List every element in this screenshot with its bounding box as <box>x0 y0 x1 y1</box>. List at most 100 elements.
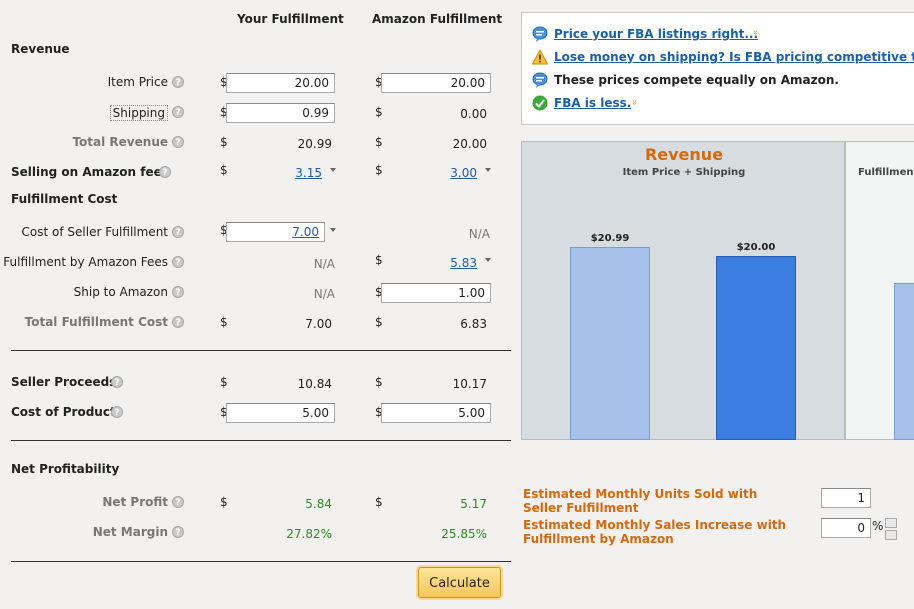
currency-symbol: $ <box>220 375 228 389</box>
chart-subtitle: Item Price + Shipping <box>622 167 746 178</box>
speech-bubble-icon <box>532 26 548 42</box>
currency-symbol: $ <box>375 135 383 149</box>
help-icon[interactable]: ? <box>111 376 123 388</box>
label-total-fulfillment-cost: Total Fulfillment Cost <box>24 315 168 329</box>
help-icon[interactable]: ? <box>172 256 184 268</box>
label-item-price: Item Price <box>107 75 168 89</box>
currency-symbol: $ <box>375 405 383 419</box>
checkmark-icon <box>532 95 548 111</box>
net-margin-your-value: 27.82% <box>286 527 332 541</box>
ship-to-amazon-input[interactable]: 1.00 <box>381 283 491 303</box>
warning-icon <box>532 49 548 65</box>
chart-bar <box>894 283 914 440</box>
help-icon[interactable]: ? <box>172 226 184 238</box>
divider <box>11 440 511 441</box>
header-amazon-fulfillment: Amazon Fulfillment <box>372 12 503 26</box>
info-panel: Price your FBA listings right... Lose mo… <box>521 12 914 125</box>
info-link-shipping[interactable]: Lose money on shipping? Is FBA pricing c… <box>554 50 914 64</box>
help-icon[interactable]: ? <box>172 496 184 508</box>
label-net-profit: Net Profit <box>102 495 168 509</box>
currency-symbol: $ <box>375 253 383 267</box>
chart-value-label: $20.99 <box>590 233 630 244</box>
currency-symbol: $ <box>220 495 228 509</box>
chevron-down-icon[interactable] <box>330 168 336 172</box>
est-increase-input[interactable]: 0 <box>821 518 871 538</box>
currency-symbol: $ <box>375 285 383 299</box>
net-margin-amazon-value: 25.85% <box>441 527 487 541</box>
seller-proceeds-amazon-value: 10.17 <box>452 377 487 391</box>
fba-fees-amazon-link[interactable]: 5.83 <box>450 256 477 270</box>
label-est-units: Estimated Monthly Units Sold with Seller… <box>523 487 758 515</box>
selling-fees-your-link[interactable]: 3.15 <box>295 166 322 180</box>
fulfillment-chart: Fulfillment <box>845 141 914 440</box>
chevron-down-icon[interactable] <box>330 228 336 232</box>
calculate-button[interactable]: Calculate <box>418 567 501 598</box>
currency-symbol: $ <box>375 163 383 177</box>
currency-symbol: $ <box>220 163 228 177</box>
net-profit-amazon-value: 5.17 <box>460 497 487 511</box>
cost-of-product-amazon-input[interactable]: 5.00 <box>381 403 491 423</box>
chevron-double-down-icon[interactable]: » <box>628 99 640 106</box>
label-ship-to-amazon: Ship to Amazon <box>73 285 168 299</box>
shipping-amazon-value: 0.00 <box>460 107 487 121</box>
label-selling-fees: Selling on Amazon fees <box>11 165 169 179</box>
fba-fees-your-value: N/A <box>313 257 335 271</box>
label-seller-proceeds: Seller Proceeds <box>11 375 117 389</box>
cost-of-product-your-input[interactable]: 5.00 <box>226 403 335 423</box>
currency-symbol: $ <box>220 75 228 89</box>
currency-symbol: $ <box>220 105 228 119</box>
currency-symbol: $ <box>220 405 228 419</box>
chart-bar <box>716 256 796 440</box>
section-net-profitability: Net Profitability <box>11 462 120 476</box>
chart-bar <box>570 247 650 440</box>
chart-title: Revenue <box>644 145 724 164</box>
label-cost-seller-fulfillment: Cost of Seller Fulfillment <box>21 225 168 239</box>
label-total-revenue: Total Revenue <box>72 135 168 149</box>
spinner-down-button[interactable] <box>885 530 897 540</box>
section-revenue: Revenue <box>11 42 70 56</box>
seller-proceeds-your-value: 10.84 <box>297 377 332 391</box>
currency-symbol: $ <box>375 105 383 119</box>
shipping-your-input[interactable]: 0.99 <box>226 103 335 123</box>
info-link-fba-less[interactable]: FBA is less. <box>554 96 632 110</box>
total-fulfillment-amazon-value: 6.83 <box>460 317 487 331</box>
item-price-amazon-input[interactable]: 20.00 <box>381 73 491 93</box>
cost-seller-fulfillment-amazon-value: N/A <box>468 227 490 241</box>
help-icon[interactable]: ? <box>172 136 184 148</box>
info-text-compete: These prices compete equally on Amazon. <box>554 73 839 87</box>
chevron-down-icon[interactable] <box>485 168 491 172</box>
label-est-increase: Estimated Monthly Sales Increase with Fu… <box>523 518 787 546</box>
speech-bubble-icon <box>532 72 548 88</box>
help-icon[interactable]: ? <box>172 106 184 118</box>
spinner-up-button[interactable] <box>885 518 897 528</box>
section-fulfillment-cost: Fulfillment Cost <box>11 192 118 206</box>
header-your-fulfillment: Your Fulfillment <box>237 12 344 26</box>
label-fba-fees: Fulfillment by Amazon Fees <box>3 255 168 269</box>
help-icon[interactable]: ? <box>172 316 184 328</box>
cost-seller-fulfillment-input[interactable]: 7.00 <box>226 222 325 242</box>
net-profit-your-value: 5.84 <box>305 497 332 511</box>
total-revenue-amazon-value: 20.00 <box>452 137 487 151</box>
selling-fees-amazon-link[interactable]: 3.00 <box>450 166 477 180</box>
currency-symbol: $ <box>220 223 228 237</box>
help-icon[interactable]: ? <box>172 526 184 538</box>
help-icon[interactable]: ? <box>172 286 184 298</box>
currency-symbol: $ <box>375 375 383 389</box>
help-icon[interactable]: ? <box>159 166 171 178</box>
total-revenue-your-value: 20.99 <box>297 137 332 151</box>
chevron-down-icon[interactable] <box>485 258 491 262</box>
currency-symbol: $ <box>220 315 228 329</box>
help-icon[interactable]: ? <box>172 76 184 88</box>
label-cost-of-product: Cost of Product <box>11 405 116 419</box>
chevron-double-down-icon[interactable]: » <box>749 29 761 36</box>
help-icon[interactable]: ? <box>111 406 123 418</box>
info-link-pricing[interactable]: Price your FBA listings right... <box>554 27 759 41</box>
divider <box>11 561 511 562</box>
chart-title-fulfillment: Fulfillment <box>858 167 914 178</box>
label-net-margin: Net Margin <box>92 525 168 539</box>
revenue-chart: Revenue Item Price + Shipping $20.99 $20.… <box>521 141 845 440</box>
currency-symbol: $ <box>375 315 383 329</box>
item-price-your-input[interactable]: 20.00 <box>226 73 335 93</box>
est-units-input[interactable]: 1 <box>821 488 871 508</box>
currency-symbol: $ <box>375 75 383 89</box>
